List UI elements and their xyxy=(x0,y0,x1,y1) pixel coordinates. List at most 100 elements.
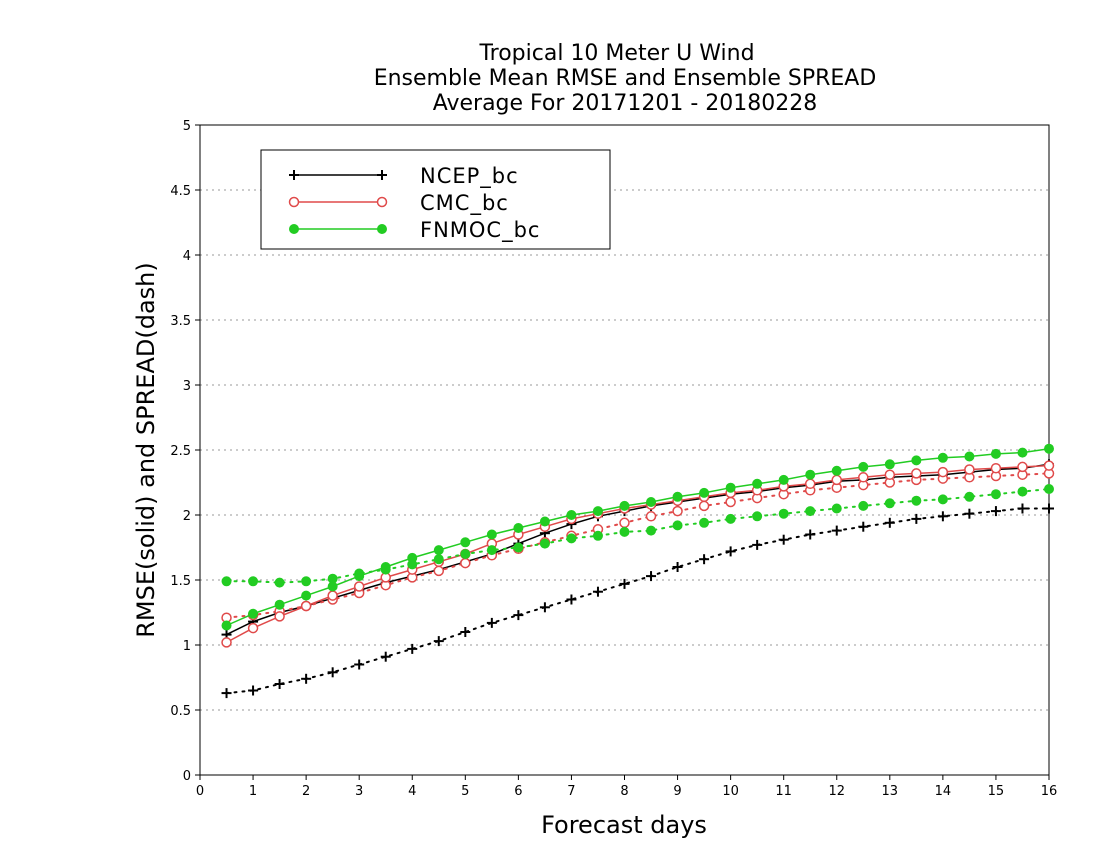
rmse-point xyxy=(964,464,975,475)
legend-marker xyxy=(289,170,299,180)
spread-point xyxy=(725,546,736,557)
y-axis-ticks: 0 0.5 1 1.5 2 2.5 3 3.5 4 4.5 5 xyxy=(170,119,200,784)
y-tick-label: 3.5 xyxy=(170,314,191,329)
spread-point xyxy=(1044,503,1054,514)
rmse-point xyxy=(327,590,338,601)
legend-marker xyxy=(289,224,299,234)
rmse-point xyxy=(486,529,497,540)
rmse-point xyxy=(831,465,842,476)
rmse-point xyxy=(937,452,948,463)
series-NCEP_bc xyxy=(221,459,1054,699)
rmse-point xyxy=(699,487,710,498)
spread-point xyxy=(964,508,975,519)
spread-point xyxy=(1017,503,1028,514)
spread-point xyxy=(699,554,710,565)
y-tick-label: 1 xyxy=(183,639,191,654)
series-FNMOC_bc xyxy=(221,443,1054,631)
rmse-point xyxy=(752,478,763,489)
rmse-point xyxy=(990,448,1001,459)
spread-point xyxy=(725,496,736,508)
spread-point xyxy=(248,576,259,587)
rmse-point xyxy=(301,590,312,601)
title-line-1: Tropical 10 Meter U Wind xyxy=(478,41,754,66)
spread-point xyxy=(539,602,550,613)
spread-point xyxy=(831,503,842,514)
legend-box xyxy=(260,149,611,250)
rmse-point xyxy=(274,599,285,610)
x-tick-label: 13 xyxy=(882,784,899,799)
rmse-point xyxy=(354,571,365,582)
x-tick-label: 3 xyxy=(355,784,363,799)
x-tick-label: 5 xyxy=(461,784,469,799)
spread-point xyxy=(274,679,285,689)
series xyxy=(221,443,1055,699)
spread-point xyxy=(672,562,683,572)
spread-point xyxy=(301,576,312,587)
y-tick-label: 5 xyxy=(183,119,191,134)
spread-point xyxy=(460,627,471,637)
rmse-point xyxy=(248,608,259,619)
legend-item: FNMOC_bc xyxy=(289,218,539,243)
rmse-point xyxy=(380,562,391,572)
x-tick-label: 11 xyxy=(775,784,792,799)
spread-point xyxy=(619,578,630,589)
x-tick-label: 14 xyxy=(935,784,952,799)
x-tick-label: 12 xyxy=(828,784,845,799)
spread-point xyxy=(884,517,895,528)
spread-point xyxy=(858,500,869,511)
rmse-point xyxy=(327,581,338,592)
spread-point xyxy=(964,491,975,502)
spread-point xyxy=(354,659,365,670)
spread-point xyxy=(858,521,869,532)
rmse-point xyxy=(937,466,949,478)
x-tick-label: 4 xyxy=(408,784,416,799)
rmse-point xyxy=(221,620,232,631)
spread-point xyxy=(566,533,577,544)
y-tick-label: 4.5 xyxy=(170,184,191,199)
spread-point xyxy=(884,498,895,509)
spread-point xyxy=(433,636,444,647)
x-tick-label: 0 xyxy=(196,784,204,799)
rmse-point xyxy=(672,491,683,502)
y-tick-label: 4 xyxy=(183,249,191,264)
rmse-point xyxy=(1043,460,1055,471)
rmse-point xyxy=(300,600,312,612)
legend-label: NCEP_bc xyxy=(420,164,519,189)
spread-point xyxy=(592,530,603,541)
rmse-point xyxy=(646,497,657,507)
spread-point xyxy=(698,500,710,512)
rmse-point xyxy=(221,637,232,648)
x-tick-label: 1 xyxy=(249,784,257,799)
spread-point xyxy=(407,643,418,654)
rmse-point xyxy=(884,469,896,480)
title-line-3: Average For 20171201 - 20180228 xyxy=(433,91,818,116)
legend-marker xyxy=(377,224,387,234)
rmse-point xyxy=(539,516,550,527)
rmse-point xyxy=(460,537,471,548)
legend-item: NCEP_bc xyxy=(289,164,519,189)
spread-point xyxy=(301,673,312,684)
spread-point xyxy=(619,526,630,537)
x-tick-label: 7 xyxy=(567,784,575,799)
spread-point xyxy=(911,495,922,506)
rmse-point xyxy=(911,468,922,479)
y-tick-label: 2 xyxy=(183,509,191,524)
spread-point xyxy=(274,577,285,588)
spread-point xyxy=(831,525,842,536)
y-tick-label: 0 xyxy=(183,769,191,784)
rmse-point xyxy=(911,455,922,466)
rmse-point xyxy=(566,510,577,520)
x-axis-ticks: 0 1 2 3 4 5 6 7 8 9 10 11 12 13 14 15 16 xyxy=(196,775,1057,799)
spread-line xyxy=(225,472,1050,619)
rmse-point xyxy=(990,462,1002,474)
spread-point xyxy=(778,534,789,545)
y-tick-label: 2.5 xyxy=(170,444,191,459)
spread-point xyxy=(911,513,922,524)
spread-point xyxy=(646,525,657,536)
rmse-point xyxy=(831,474,842,486)
rmse-point xyxy=(619,500,630,511)
spread-point xyxy=(1044,484,1054,494)
spread-point xyxy=(221,576,232,587)
rmse-point xyxy=(353,581,365,592)
